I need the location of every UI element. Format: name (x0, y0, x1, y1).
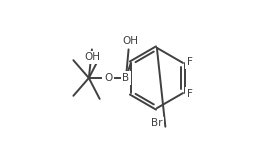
Text: OH: OH (85, 52, 101, 63)
Text: B: B (122, 73, 129, 83)
Text: Br: Br (151, 118, 162, 128)
Text: F: F (187, 89, 193, 99)
Text: O: O (104, 73, 112, 83)
Text: F: F (187, 57, 193, 67)
Text: OH: OH (122, 36, 138, 46)
